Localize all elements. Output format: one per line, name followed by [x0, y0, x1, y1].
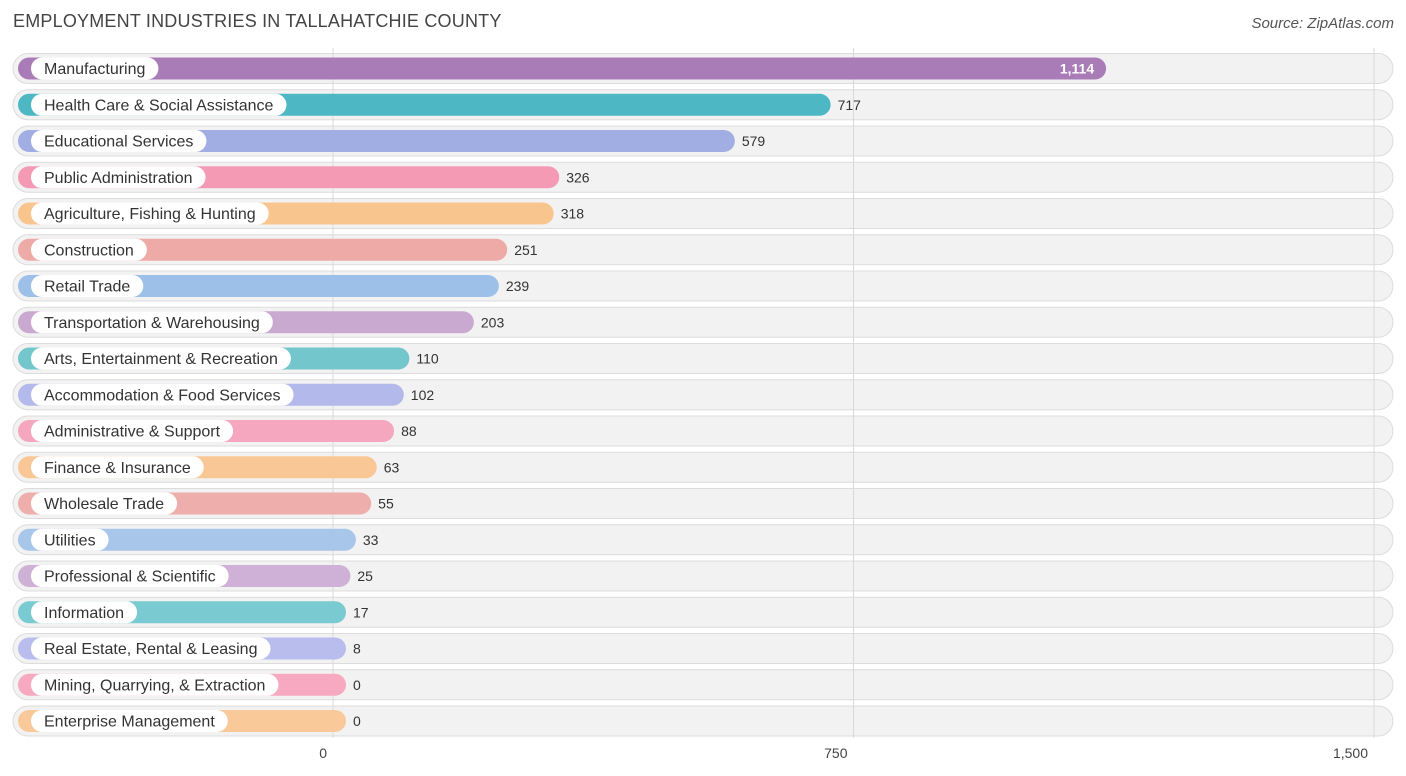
- category-label-pill: [31, 275, 144, 297]
- category-label: Construction: [44, 242, 134, 259]
- row-background: [12, 596, 1394, 628]
- category-label-pill: [31, 456, 204, 479]
- category-label-pill: [31, 565, 229, 587]
- category-label: Information: [44, 605, 124, 622]
- category-label-pill: [31, 637, 271, 660]
- category-label-pill: [31, 492, 178, 515]
- value-label: 326: [566, 169, 590, 185]
- category-label-pill: [31, 383, 294, 406]
- category-label: Educational Services: [44, 134, 193, 151]
- value-label: 0: [353, 677, 361, 693]
- category-label-pill: [31, 311, 273, 334]
- category-label-pill: [31, 166, 206, 189]
- value-label: 717: [838, 97, 862, 113]
- value-label: 102: [411, 387, 435, 403]
- value-label: 25: [357, 568, 373, 584]
- value-label: 1,114: [1060, 61, 1094, 77]
- category-label-pill: [31, 347, 291, 370]
- x-tick-label: 1,500: [1333, 745, 1368, 761]
- value-label: 318: [561, 206, 585, 222]
- category-label: Accommodation & Food Services: [44, 387, 281, 404]
- row-background: [12, 560, 1394, 592]
- category-label: Enterprise Management: [44, 714, 215, 731]
- bars: Manufacturing 1,114 Health Care & Social A…: [18, 57, 1107, 732]
- category-label-pill: [31, 528, 109, 551]
- source-attribution: Source: ZipAtlas.com: [1251, 15, 1394, 32]
- category-label-pill: [31, 238, 147, 261]
- category-label: Arts, Entertainment & Recreation: [44, 351, 278, 368]
- value-label: 63: [384, 459, 400, 475]
- category-label-pill: [31, 93, 287, 116]
- category-label: Transportation & Warehousing: [44, 315, 260, 332]
- category-label: Mining, Quarrying, & Extraction: [44, 677, 265, 694]
- category-label-pill: [31, 673, 279, 696]
- category-label: Retail Trade: [44, 279, 130, 296]
- category-label: Real Estate, Rental & Leasing: [44, 641, 257, 658]
- value-label: 0: [353, 713, 361, 729]
- axis-ticks: 0 750 1,500: [319, 745, 1368, 761]
- category-label: Utilities: [44, 532, 96, 549]
- row-background: [12, 524, 1394, 556]
- category-label: Manufacturing: [44, 61, 145, 78]
- value-label: 251: [514, 242, 538, 258]
- value-label: 110: [416, 351, 439, 367]
- category-label: Wholesale Trade: [44, 496, 164, 513]
- row-background: [12, 669, 1394, 701]
- x-tick-label: 0: [319, 745, 327, 761]
- value-label: 55: [378, 496, 394, 512]
- value-label: 17: [353, 604, 369, 620]
- chart-title: EMPLOYMENT INDUSTRIES IN TALLAHATCHIE CO…: [13, 11, 502, 31]
- value-label: 33: [363, 532, 379, 548]
- value-label: 88: [401, 423, 417, 439]
- category-label: Administrative & Support: [44, 424, 221, 441]
- category-label-pill: [31, 710, 228, 732]
- row-background: [12, 633, 1394, 664]
- bar: [18, 57, 1107, 80]
- value-label: 579: [742, 133, 766, 149]
- category-label: Public Administration: [44, 170, 193, 187]
- category-label-pill: [31, 57, 159, 80]
- category-label: Professional & Scientific: [44, 569, 216, 586]
- category-label: Health Care & Social Assistance: [44, 97, 274, 114]
- value-label: 203: [481, 314, 505, 330]
- category-label: Agriculture, Fishing & Hunting: [44, 206, 256, 223]
- category-label: Finance & Insurance: [44, 460, 191, 477]
- row-background: [12, 705, 1394, 737]
- category-label-pill: [31, 601, 138, 624]
- value-label: 8: [353, 641, 361, 657]
- value-label: 239: [506, 278, 530, 294]
- category-label-pill: [31, 130, 207, 152]
- category-label-pill: [31, 202, 269, 225]
- category-label-pill: [31, 420, 234, 442]
- x-tick-label: 750: [824, 745, 848, 761]
